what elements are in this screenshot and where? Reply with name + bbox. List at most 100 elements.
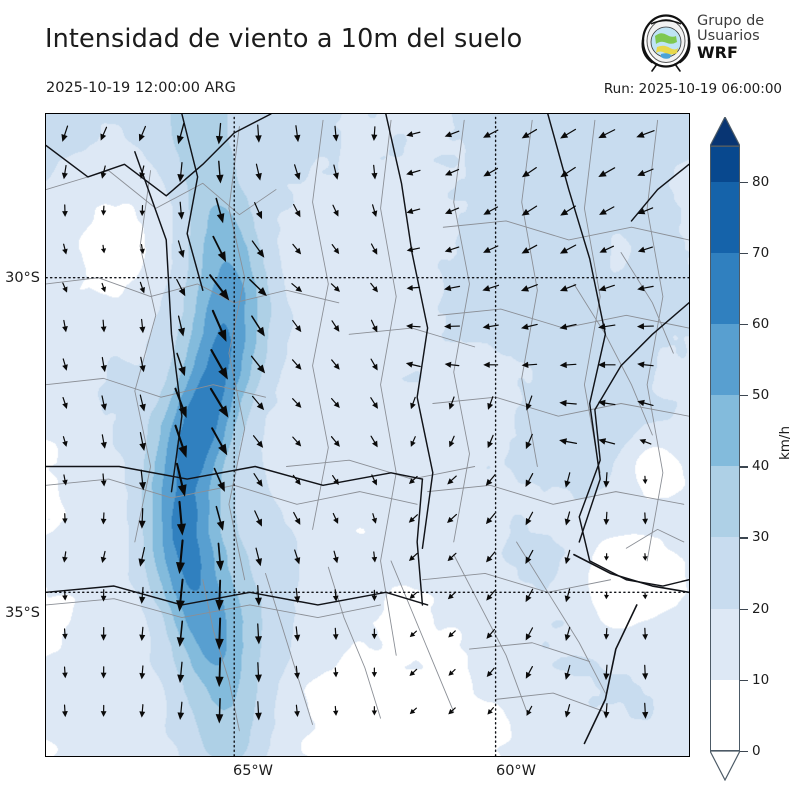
colorbar-band — [710, 146, 740, 182]
wind-arrow-shaft — [180, 701, 183, 714]
wind-arrow-head — [255, 518, 262, 527]
wind-arrow-shaft — [293, 511, 298, 520]
wind-arrow-shaft — [141, 165, 145, 174]
wind-arrow-head — [559, 399, 567, 407]
wind-arrow-shaft — [139, 394, 144, 406]
wind-arrow-head — [521, 131, 530, 139]
wind-arrow-head — [406, 131, 414, 138]
page-title: Intensidad de viento a 10m del suelo — [45, 24, 523, 54]
wind-arrow-shaft — [62, 397, 66, 405]
wind-arrow-shaft — [179, 201, 182, 213]
wind-arrow-head — [100, 248, 107, 254]
wind-arrow-head — [486, 594, 493, 601]
wind-arrow-shaft — [644, 441, 652, 445]
wind-arrow-head — [333, 247, 340, 255]
wind-arrow-head — [487, 402, 494, 410]
province-boundary — [573, 283, 653, 436]
wind-arrow-shaft — [489, 628, 496, 635]
province-boundary — [453, 554, 528, 713]
wind-arrow-head — [177, 712, 185, 721]
wind-arrow-shaft — [412, 707, 417, 712]
wind-arrow-shaft — [101, 282, 105, 289]
wind-arrow-shaft — [604, 402, 616, 406]
wind-arrow-shaft — [489, 590, 496, 597]
wind-arrow-shaft — [63, 125, 69, 136]
wind-arrow-head — [178, 287, 186, 297]
wind-arrow-shaft — [527, 244, 538, 251]
wind-arrow-shaft — [372, 513, 375, 520]
wind-arrow-head — [139, 711, 146, 718]
colorbar-tick-label: 0 — [752, 743, 761, 759]
wind-arrow-shaft — [101, 434, 105, 444]
wind-arrow-head — [406, 169, 414, 176]
country-border — [385, 114, 434, 549]
wind-arrow-head — [176, 637, 185, 648]
wind-arrow-shaft — [451, 552, 457, 558]
wind-arrow-head — [598, 438, 607, 445]
country-border — [547, 114, 607, 543]
wrf-user-group-logo: Grupo de Usuarios WRF — [637, 14, 795, 76]
wind-arrow-shaft — [292, 319, 299, 328]
wind-arrow-shaft — [604, 324, 616, 328]
wind-arrow-head — [294, 247, 302, 255]
wind-arrow-head — [100, 133, 107, 141]
province-boundary — [421, 573, 611, 593]
province-boundary — [228, 126, 246, 581]
wind-arrow-head — [332, 556, 339, 564]
wind-arrow-shaft — [604, 440, 616, 445]
wind-speed-map[interactable] — [45, 113, 690, 757]
wind-arrow-head — [597, 399, 606, 407]
colorbar-band — [710, 679, 740, 751]
wind-arrow-shaft — [251, 395, 260, 406]
wind-arrow-shaft — [292, 243, 298, 251]
wind-arrow-head — [177, 211, 185, 220]
wind-arrow-shaft — [331, 359, 337, 366]
wind-arrow-head — [62, 672, 68, 679]
wind-arrow-head — [256, 249, 265, 258]
run-time-label: Run: 2025-10-19 06:00:00 — [603, 81, 782, 97]
wind-arrow-shaft — [565, 128, 577, 136]
wind-arrow-head — [521, 361, 529, 369]
wind-arrow-head — [371, 210, 378, 217]
wind-arrow-shaft — [211, 427, 223, 447]
wind-arrow-shaft — [488, 167, 499, 174]
wind-arrow-shaft — [64, 164, 67, 174]
wind-arrow-head — [100, 326, 107, 333]
wind-arrow-shaft — [642, 130, 655, 136]
wind-arrow-shaft — [141, 318, 143, 328]
colorbar-tick — [740, 608, 748, 610]
wind-arrow-shaft — [176, 352, 183, 369]
wind-arrow-head — [254, 674, 262, 683]
wind-arrow-shaft — [528, 511, 534, 521]
colorbar-tick — [740, 466, 748, 468]
colorbar-tick-label: 30 — [752, 529, 770, 546]
axis-label-lon-60w: 60°W — [495, 763, 537, 779]
wind-arrow-head — [215, 135, 224, 145]
province-boundary — [427, 484, 685, 505]
wind-arrow-shaft — [370, 319, 376, 328]
province-boundary — [134, 170, 157, 543]
province-boundary — [516, 541, 606, 694]
wind-arrow-head — [371, 325, 378, 333]
colorbar-band — [710, 608, 740, 680]
coastline — [583, 604, 638, 745]
wind-arrow-shaft — [488, 245, 499, 251]
wind-arrow-shaft — [604, 167, 616, 174]
wind-arrow-head — [138, 133, 145, 142]
wind-arrow-shaft — [103, 550, 106, 559]
wind-arrow-shaft — [528, 395, 533, 405]
wind-arrow-head — [642, 518, 649, 525]
wind-arrow-head — [255, 558, 263, 567]
wind-arrow-shaft — [450, 513, 458, 520]
wind-arrow-shaft — [255, 547, 260, 560]
wind-arrow-shaft — [605, 472, 608, 482]
wind-arrow-shaft — [370, 282, 375, 289]
wind-arrow-shaft — [411, 208, 421, 212]
wind-arrow-head — [100, 634, 107, 641]
wind-arrow-shaft — [643, 207, 654, 212]
colorbar-band — [710, 395, 740, 467]
wind-arrow-head — [642, 479, 648, 485]
wind-arrow-head — [525, 594, 532, 603]
wind-arrow-shaft — [253, 473, 260, 482]
wind-arrow-head — [526, 709, 532, 716]
